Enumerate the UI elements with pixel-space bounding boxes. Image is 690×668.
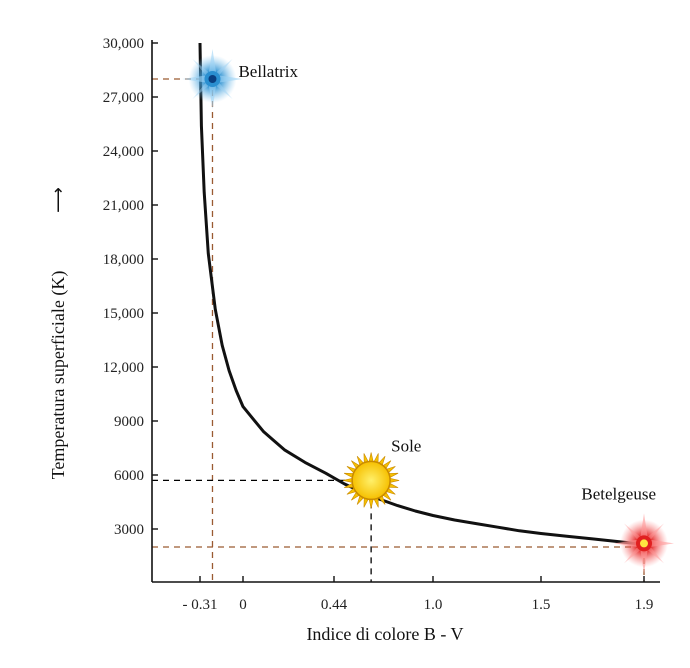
x-tick-label: 1.5 (532, 597, 551, 613)
x-axis-title: Indice di colore B - V (306, 624, 463, 644)
curve-layer (198, 42, 645, 546)
x-tick-label: 1.0 (424, 597, 443, 613)
star-label: Bellatrix (238, 62, 298, 81)
y-tick-label: 27,000 (103, 90, 144, 106)
y-tick-label: 15,000 (103, 306, 144, 322)
star-center (208, 75, 217, 83)
y-tick-label: 24,000 (103, 144, 144, 160)
blue-star-icon (182, 49, 243, 109)
y-tick-label: 9000 (114, 414, 144, 430)
y-tick-label: 12,000 (103, 360, 144, 376)
star-label: Betelgeuse (581, 484, 656, 503)
x-tick-label: - 0.31 (183, 597, 218, 613)
y-tick-label: 3000 (114, 522, 144, 538)
y-axis-title: Temperatura superficiale (K) (48, 271, 69, 480)
y-tick-label: 21,000 (103, 198, 144, 214)
x-tick-label: 0 (239, 597, 247, 613)
star-label: Sole (391, 436, 421, 455)
y-tick-label: 18,000 (103, 252, 144, 268)
temperature-curve (198, 42, 645, 546)
stars-layer (182, 49, 674, 574)
y-axis-arrow-icon: ⟶ (48, 187, 68, 213)
axes: 3000 6000 9000 12,000 15,000 18,000 21,000 24,0… (48, 36, 660, 644)
x-tick-label: 0.44 (321, 597, 348, 613)
y-tick-label: 30,000 (103, 36, 144, 52)
y-tick-label: 6000 (114, 468, 144, 484)
x-tick-label: 1.9 (635, 597, 654, 613)
sun-disc (351, 460, 391, 501)
sun-icon (343, 452, 400, 509)
star-center (640, 539, 648, 548)
labels-layer: Bellatrix Sole Betelgeuse (238, 62, 656, 503)
red-star-icon (614, 513, 674, 574)
